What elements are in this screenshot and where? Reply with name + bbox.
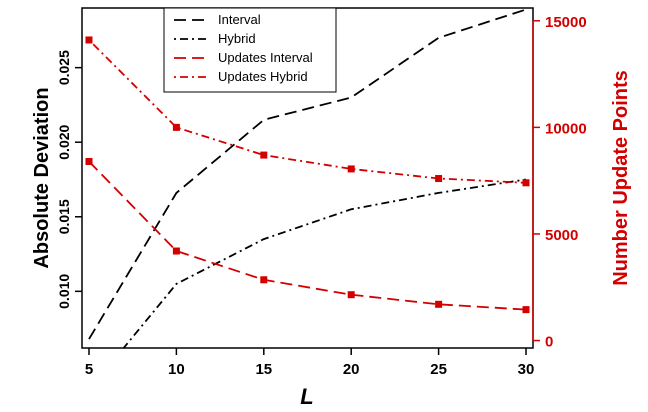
x-axis-label: L	[300, 384, 313, 409]
series-line-updates-hybrid	[88, 39, 527, 184]
y-axis-label-right: Number Update Points	[610, 70, 632, 286]
data-point-updates-hybrid	[435, 175, 443, 183]
data-point-updates-interval	[260, 276, 268, 284]
x-tick-label: 10	[168, 361, 185, 378]
y-tick-label-left: 0.010	[56, 274, 72, 309]
y-tick-label-right: 15000	[545, 14, 587, 31]
series-line-updates-interval	[88, 160, 527, 311]
legend-label: Updates Interval	[218, 50, 313, 65]
x-tick-label: 5	[85, 361, 93, 378]
data-point-updates-interval	[172, 247, 180, 255]
series-line-interval	[88, 8, 527, 340]
legend: Interval Hybrid Updates Interval Updates Hy…	[163, 7, 337, 93]
data-point-updates-hybrid	[347, 165, 355, 173]
data-point-updates-interval	[435, 300, 443, 308]
y-axis-label-left: Absolute Deviation	[31, 87, 53, 268]
series-line-hybrid	[122, 178, 527, 348]
data-point-updates-interval	[85, 157, 93, 165]
y-tick-label-left: 0.020	[56, 124, 72, 159]
data-point-updates-interval	[347, 291, 355, 299]
tick-layer: 5 10 15 20 25 30 0.010 0.015 0.020 0.025 0 5000 1000…	[56, 14, 587, 378]
data-point-updates-hybrid	[260, 151, 268, 159]
y-tick-label-right: 5000	[545, 227, 578, 244]
data-point-updates-hybrid	[522, 179, 530, 187]
legend-box	[163, 7, 337, 93]
x-tick-label: 30	[518, 361, 535, 378]
data-point-updates-hybrid	[85, 36, 93, 44]
data-point-updates-interval	[522, 306, 530, 314]
x-tick-label: 25	[430, 361, 447, 378]
legend-label: Updates Hybrid	[218, 69, 308, 84]
y-tick-label-left: 0.015	[56, 199, 72, 234]
data-point-updates-hybrid	[172, 123, 180, 131]
series-layer	[85, 8, 530, 348]
legend-label: Hybrid	[218, 31, 256, 46]
y-tick-label-left: 0.025	[56, 50, 72, 85]
x-tick-label: 20	[343, 361, 360, 378]
y-tick-label-right: 0	[545, 334, 553, 351]
x-tick-label: 15	[255, 361, 272, 378]
legend-label: Interval	[218, 12, 261, 27]
y-tick-label-right: 10000	[545, 120, 587, 137]
